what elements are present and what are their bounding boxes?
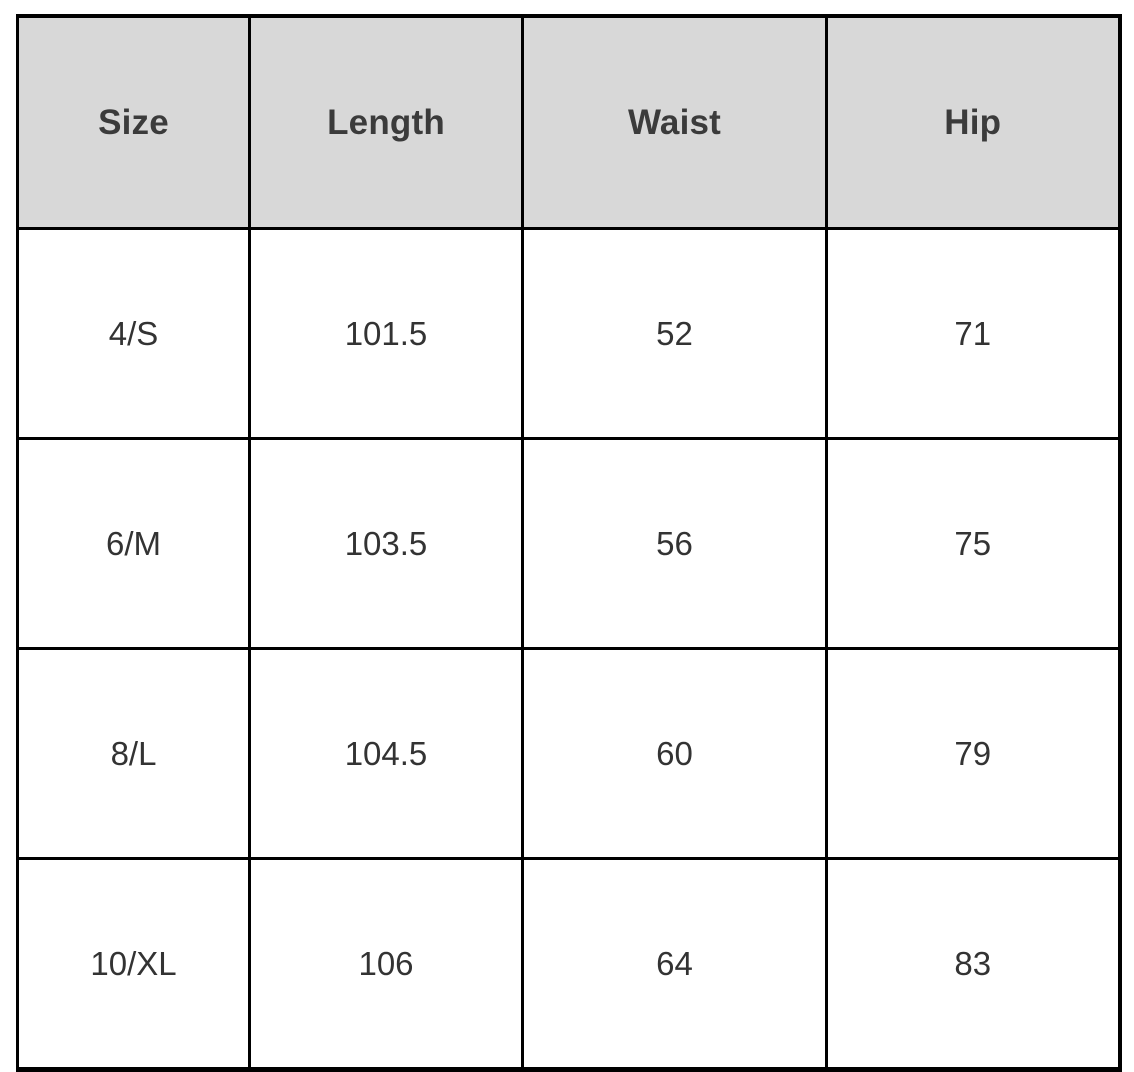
table-row: 4/S 101.5 52 71 bbox=[17, 228, 1120, 440]
cell-length: 106 bbox=[249, 858, 524, 1070]
table-header: Size Length Waist Hip bbox=[17, 16, 1120, 230]
table-body: 4/S 101.5 52 71 6/M 103.5 56 75 8/L 104.… bbox=[17, 228, 1120, 1070]
cell-length: 103.5 bbox=[249, 438, 524, 650]
size-chart-table: Size Length Waist Hip 4/S 101.5 52 71 6/… bbox=[16, 14, 1122, 1072]
size-chart-container: Size Length Waist Hip 4/S 101.5 52 71 6/… bbox=[16, 14, 1122, 1072]
cell-waist: 52 bbox=[522, 228, 828, 440]
cell-hip: 79 bbox=[826, 648, 1120, 860]
table-row: 10/XL 106 64 83 bbox=[17, 858, 1120, 1070]
column-header-size: Size bbox=[17, 16, 251, 230]
cell-waist: 64 bbox=[522, 858, 828, 1070]
cell-size: 8/L bbox=[17, 648, 251, 860]
cell-hip: 75 bbox=[826, 438, 1120, 650]
cell-length: 101.5 bbox=[249, 228, 524, 440]
column-header-length: Length bbox=[249, 16, 524, 230]
cell-size: 6/M bbox=[17, 438, 251, 650]
cell-hip: 83 bbox=[826, 858, 1120, 1070]
header-row: Size Length Waist Hip bbox=[17, 16, 1120, 230]
column-header-waist: Waist bbox=[522, 16, 828, 230]
cell-size: 4/S bbox=[17, 228, 251, 440]
cell-hip: 71 bbox=[826, 228, 1120, 440]
cell-waist: 60 bbox=[522, 648, 828, 860]
column-header-hip: Hip bbox=[826, 16, 1120, 230]
cell-size: 10/XL bbox=[17, 858, 251, 1070]
table-row: 6/M 103.5 56 75 bbox=[17, 438, 1120, 650]
table-row: 8/L 104.5 60 79 bbox=[17, 648, 1120, 860]
cell-length: 104.5 bbox=[249, 648, 524, 860]
cell-waist: 56 bbox=[522, 438, 828, 650]
